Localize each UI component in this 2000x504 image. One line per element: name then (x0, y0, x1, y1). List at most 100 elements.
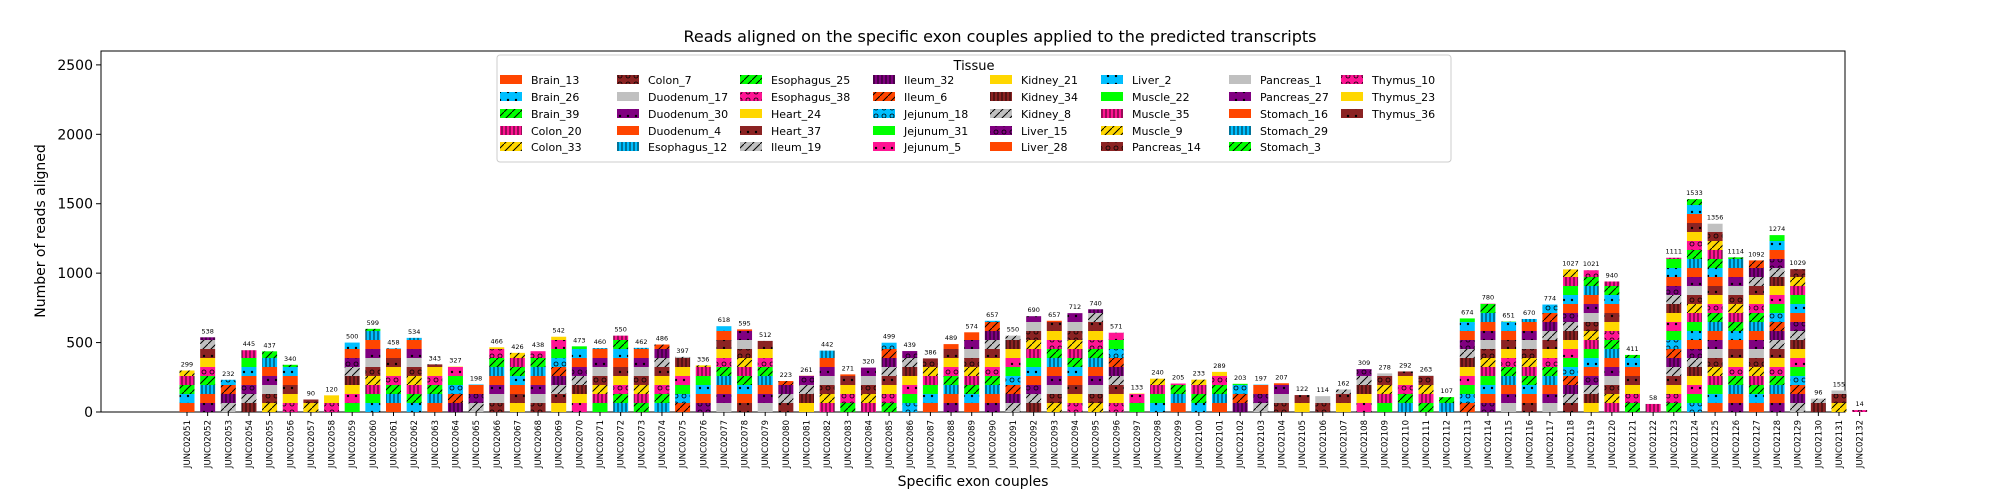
bar-segment (1584, 385, 1599, 394)
bar-segment (572, 403, 587, 412)
bar-segment (427, 403, 442, 412)
bar-segment (1584, 304, 1599, 313)
bar-segment (1708, 331, 1723, 340)
bar-value-label: 155 (1833, 380, 1845, 388)
bar-segment (572, 385, 587, 394)
bar-segment (1604, 313, 1619, 322)
bar-segment (180, 385, 195, 394)
legend-label: Heart_24 (771, 108, 821, 121)
bar-segment (241, 385, 256, 394)
bar-JUNC02079 (758, 341, 773, 412)
bar-segment (1026, 322, 1041, 331)
bar-segment (923, 394, 938, 403)
chart-title: Reads aligned on the specific exon coupl… (683, 27, 1316, 46)
bar-JUNC02086 (902, 351, 917, 412)
bar-JUNC02111 (1419, 375, 1434, 412)
bar-segment (1047, 376, 1062, 385)
bar-segment (593, 348, 608, 349)
bar-segment (1832, 390, 1847, 394)
bar-segment (1542, 313, 1557, 322)
bar-segment (1006, 336, 1021, 340)
bar-JUNC02096 (1109, 333, 1124, 412)
bar-segment (1563, 331, 1578, 340)
bar-segment (1584, 376, 1599, 385)
x-tick-label: JUNC02091 (1009, 420, 1019, 469)
bar-segment (1687, 223, 1702, 232)
bar-segment (407, 358, 422, 367)
bar-segment (1687, 205, 1702, 214)
bar-segment (923, 385, 938, 394)
bar-value-label: 278 (1378, 363, 1390, 371)
bar-segment (427, 364, 442, 367)
bar-segment (737, 367, 752, 376)
legend-label: Brain_13 (531, 74, 579, 87)
bar-segment (1047, 349, 1062, 358)
bar-segment (180, 394, 195, 403)
bar-segment (303, 400, 318, 403)
bar-segment (634, 358, 649, 367)
bar-segment (1708, 224, 1723, 232)
bar-JUNC02069 (551, 337, 566, 412)
bar-JUNC02103 (1253, 385, 1268, 412)
bar-value-label: 386 (924, 348, 936, 356)
bar-segment (1563, 358, 1578, 367)
legend-swatch (500, 109, 522, 118)
x-tick-label: JUNC02089 (968, 420, 978, 469)
bar-JUNC02121 (1625, 355, 1640, 412)
bar-value-label: 442 (821, 341, 833, 349)
legend-swatch (617, 75, 639, 84)
bar-segment (1666, 259, 1681, 268)
bar-value-label: 203 (1234, 374, 1246, 382)
bar-segment (1542, 331, 1557, 340)
bar-segment (1728, 257, 1743, 259)
bar-JUNC02116 (1522, 319, 1537, 412)
bar-segment (1501, 358, 1516, 367)
x-tick-label: JUNC02098 (1154, 420, 1164, 469)
bar-segment (902, 376, 917, 385)
legend-label: Liver_28 (1021, 141, 1067, 154)
legend-swatch (1229, 75, 1251, 84)
bar-segment (696, 394, 711, 403)
bar-segment (593, 376, 608, 385)
bar-segment (1357, 403, 1372, 412)
bar-JUNC02131 (1832, 390, 1847, 412)
bar-segment (551, 367, 566, 376)
bar-segment (1687, 241, 1702, 250)
bar-segment (593, 349, 608, 358)
bar-segment (1584, 358, 1599, 367)
bar-segment (1687, 313, 1702, 322)
bar-segment (1563, 277, 1578, 286)
bar-segment (489, 394, 504, 403)
legend-swatch (873, 142, 895, 151)
bar-segment (1067, 322, 1082, 331)
bar-segment (1233, 403, 1248, 412)
bar-segment (365, 358, 380, 367)
bar-value-label: 411 (1626, 345, 1638, 353)
bar-value-label: 445 (243, 340, 255, 348)
bar-segment (1790, 313, 1805, 322)
bar-segment (1522, 394, 1537, 403)
bar-segment (1542, 394, 1557, 403)
bar-segment (944, 394, 959, 403)
bar-segment (1067, 403, 1082, 412)
legend-label: Liver_2 (1132, 74, 1171, 87)
bar-segment (1770, 295, 1785, 304)
bar-segment (737, 403, 752, 412)
legend-swatch (1341, 75, 1363, 84)
bar-segment (1026, 385, 1041, 394)
bar-segment (1336, 403, 1351, 412)
bar-segment (531, 403, 546, 412)
x-tick-label: JUNC02127 (1752, 420, 1762, 469)
bar-segment (365, 385, 380, 394)
bar-segment (1336, 390, 1351, 394)
bar-segment (1584, 286, 1599, 295)
legend-swatch (617, 142, 639, 151)
bar-JUNC02095 (1088, 309, 1103, 412)
bar-JUNC02132 (1852, 410, 1867, 412)
legend-swatch (740, 75, 762, 84)
bar-segment (613, 349, 628, 358)
bar-segment (365, 329, 380, 331)
bar-segment (820, 394, 835, 403)
bar-JUNC02058 (324, 395, 339, 412)
bar-segment (345, 367, 360, 376)
